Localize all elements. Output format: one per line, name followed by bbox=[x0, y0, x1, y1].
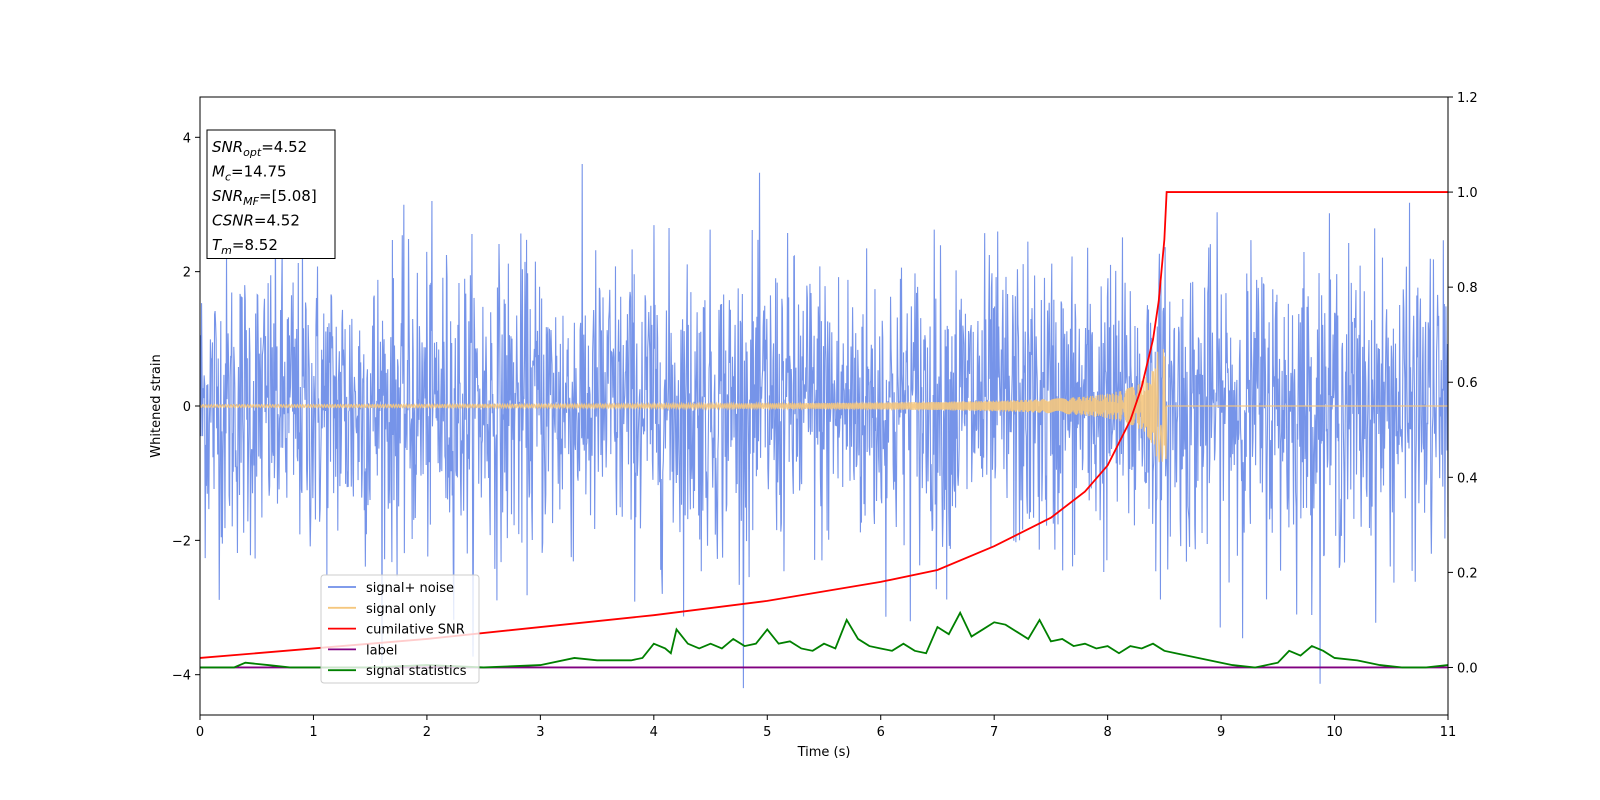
series-signal-plus-noise bbox=[200, 163, 1448, 689]
y-left-tick-label: 2 bbox=[183, 266, 191, 281]
x-tick-label: 4 bbox=[650, 725, 658, 740]
y-left-tick-label: −2 bbox=[172, 534, 191, 549]
y-right-tick-label: 0.8 bbox=[1457, 281, 1478, 296]
series-signal-statistics bbox=[200, 610, 1448, 669]
y-left-tick-label: −4 bbox=[172, 669, 191, 684]
x-tick-label: 5 bbox=[763, 725, 771, 740]
series-cumulative-snr bbox=[200, 191, 1448, 659]
stats-line: CSNR=4.52 bbox=[212, 212, 300, 230]
stats-line: SNRMF=[5.08] bbox=[212, 187, 317, 208]
y-axis-right: 0.0 0.2 0.4 0.6 0.8 1.0 1.2 bbox=[1448, 91, 1478, 676]
y-left-tick-label: 0 bbox=[183, 400, 191, 415]
y-right-tick-label: 1.0 bbox=[1457, 186, 1478, 201]
x-tick-label: 6 bbox=[877, 725, 885, 740]
x-tick-label: 0 bbox=[196, 725, 204, 740]
stats-annotation-box: SNRopt=4.52 Mc=14.75 SNRMF=[5.08] CSNR=4.52… bbox=[206, 129, 336, 259]
x-tick-label: 1 bbox=[309, 725, 317, 740]
legend-frame bbox=[320, 574, 480, 684]
y-right-tick-label: 0.2 bbox=[1457, 566, 1478, 581]
y-axis-label: Whitened strain bbox=[149, 354, 164, 457]
x-tick-label: 10 bbox=[1326, 725, 1343, 740]
legend-entry-label: signal only bbox=[366, 602, 436, 617]
stats-line: SNRopt=4.52 bbox=[212, 138, 307, 159]
legend-entry-label: signal+ noise bbox=[366, 581, 454, 596]
y-right-tick-label: 1.2 bbox=[1457, 91, 1478, 106]
y-right-tick-label: 0.4 bbox=[1457, 471, 1478, 486]
series-signal-only bbox=[200, 349, 1448, 463]
y-left-tick-label: 4 bbox=[183, 131, 191, 146]
stats-box-frame bbox=[206, 129, 336, 259]
x-tick-label: 7 bbox=[990, 725, 998, 740]
x-axis-label: Time (s) bbox=[797, 745, 851, 760]
stats-line: Tm=8.52 bbox=[212, 236, 278, 257]
legend: signal+ noise signal only cumilative SNR la… bbox=[320, 574, 480, 684]
y-axis-left: −4 −2 0 2 4 bbox=[172, 131, 200, 684]
x-axis: 0 1 2 3 4 5 6 7 8 9 10 11 bbox=[196, 715, 1456, 740]
x-tick-label: 9 bbox=[1217, 725, 1225, 740]
x-tick-label: 8 bbox=[1103, 725, 1111, 740]
y-right-tick-label: 0.6 bbox=[1457, 376, 1478, 391]
x-tick-label: 3 bbox=[536, 725, 544, 740]
legend-entry-label: cumilative SNR bbox=[366, 623, 465, 638]
stats-line: Mc=14.75 bbox=[212, 163, 287, 184]
x-tick-label: 2 bbox=[423, 725, 431, 740]
y-right-tick-label: 0.0 bbox=[1457, 661, 1478, 676]
legend-entry-label: signal statistics bbox=[366, 664, 467, 679]
x-tick-label: 11 bbox=[1440, 725, 1457, 740]
legend-entry-label: label bbox=[366, 643, 397, 658]
